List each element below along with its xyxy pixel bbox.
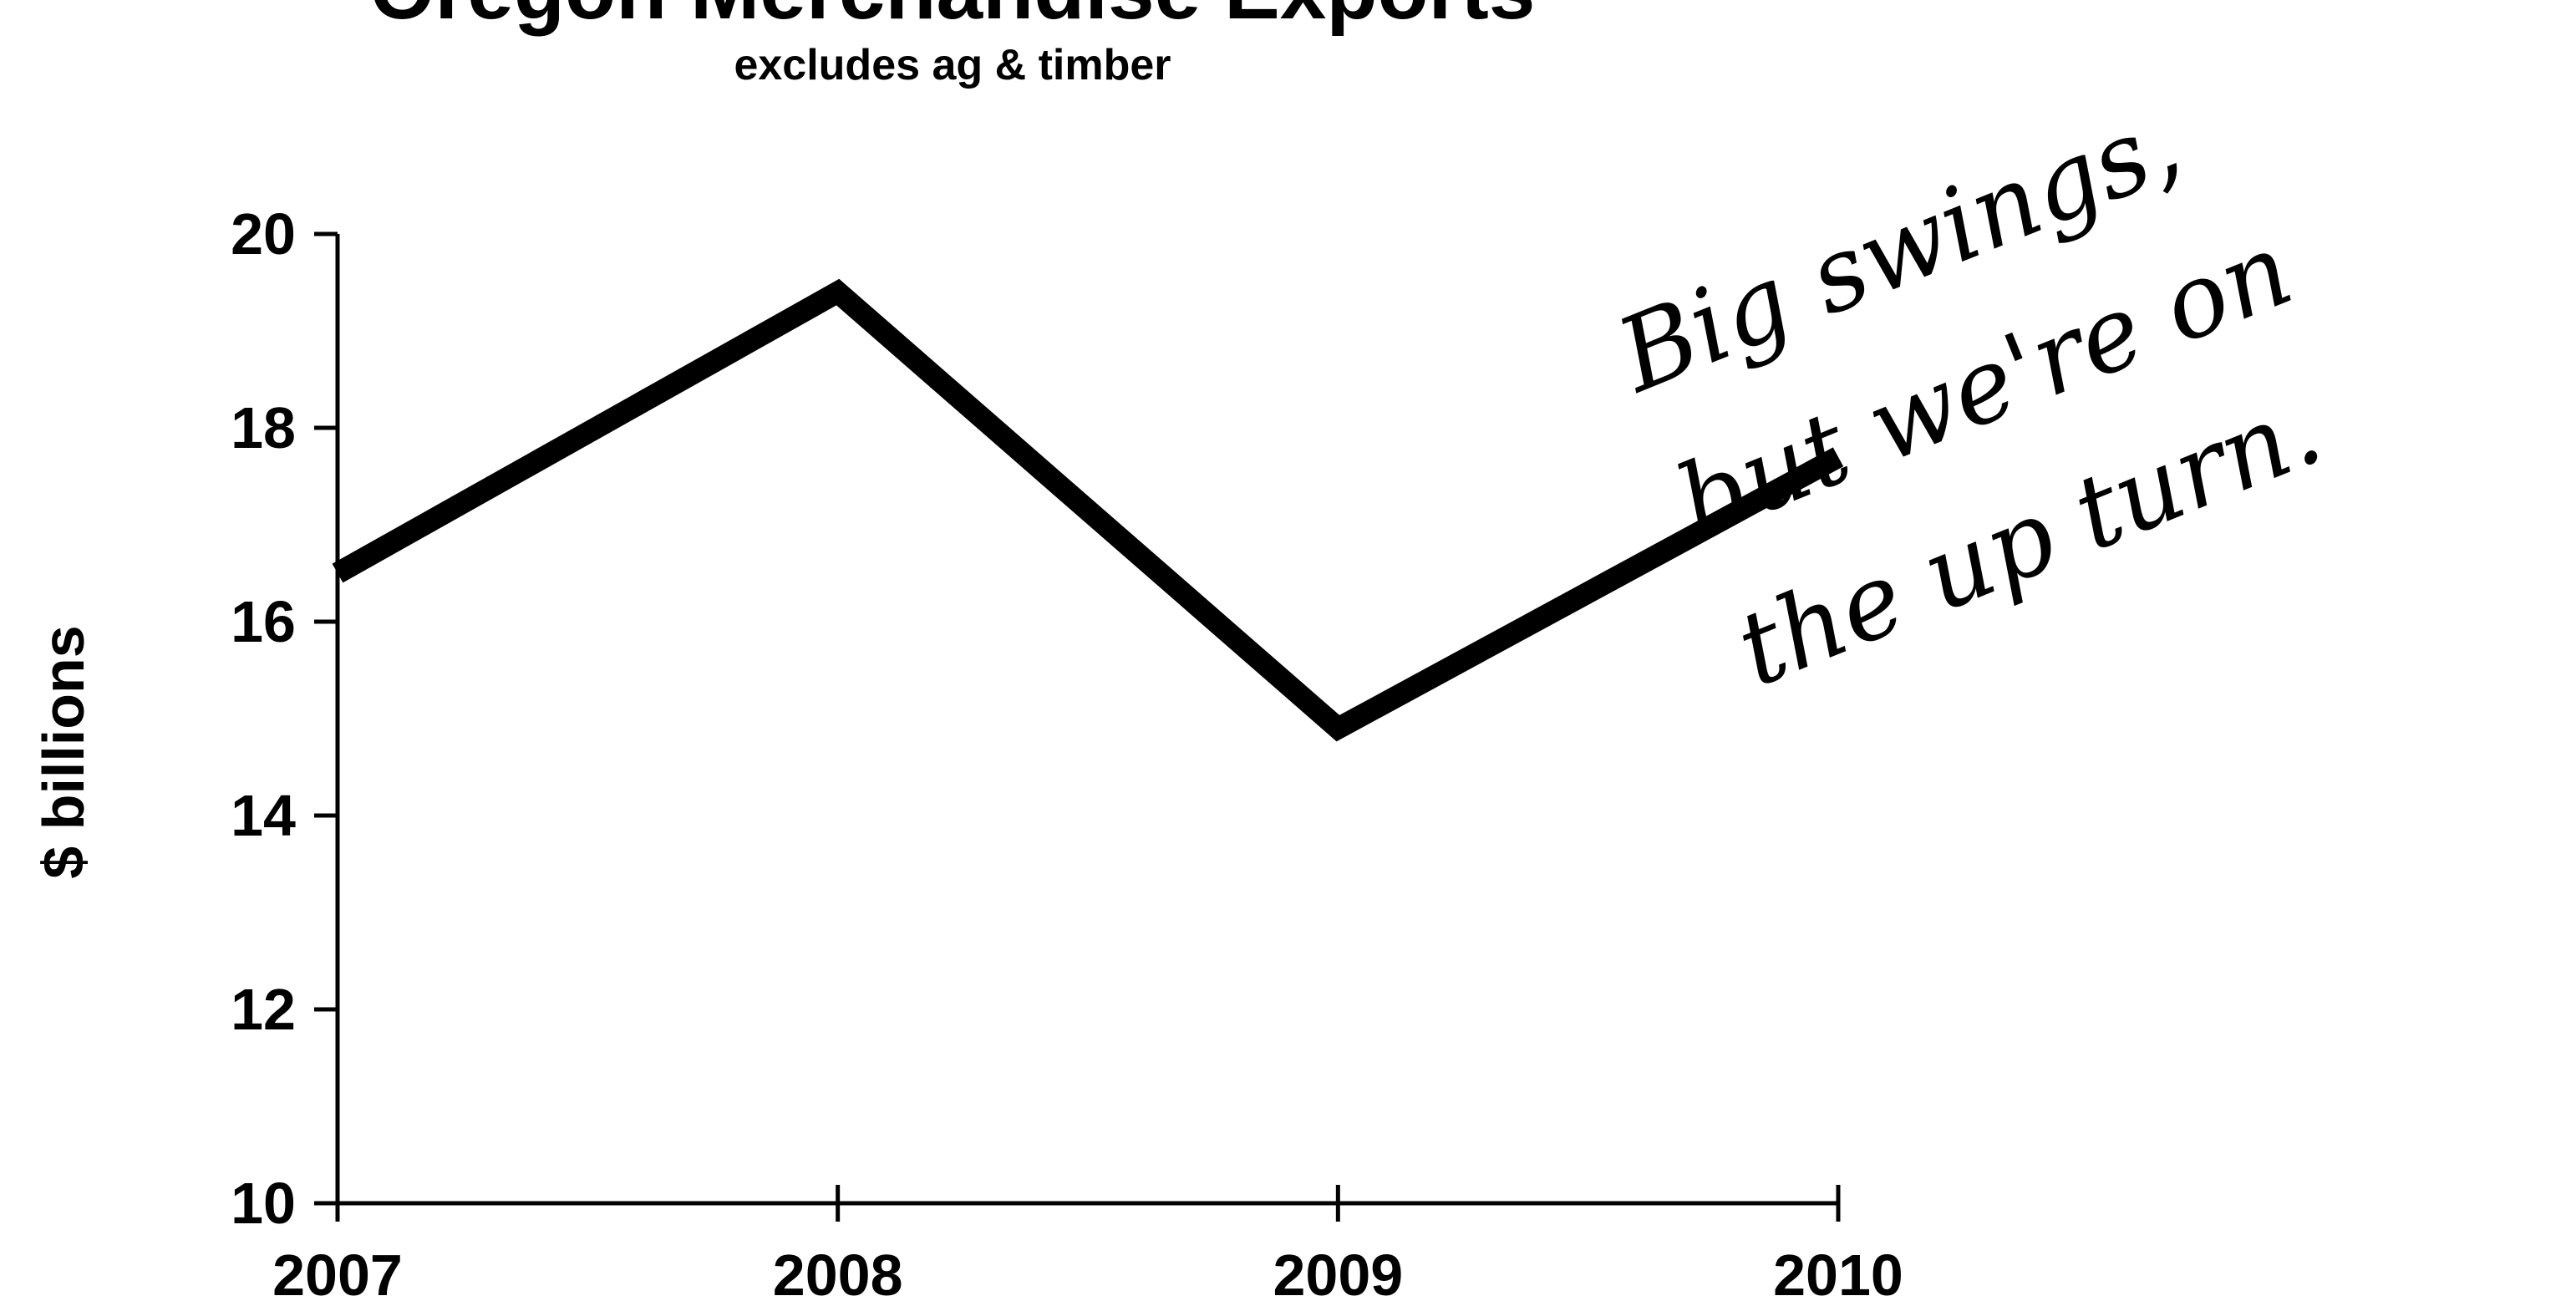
y-tick-label: 14 xyxy=(231,783,296,848)
y-tick-label: 18 xyxy=(231,395,296,460)
y-tick-label: 16 xyxy=(231,589,296,654)
y-tick-label: 20 xyxy=(231,201,296,267)
series-line xyxy=(332,278,1844,742)
chart-subtitle: excludes ag & timber xyxy=(734,41,1171,89)
x-tick-label: 2007 xyxy=(272,1243,403,1301)
y-tick-label: 12 xyxy=(231,977,296,1042)
x-tick-label: 2009 xyxy=(1273,1243,1403,1301)
y-axis-label: $ billions xyxy=(31,625,96,878)
plot-area: 10 12 14 16 18 20 2007 2008 2009 2010 xyxy=(231,201,1903,1301)
x-tick-label: 2010 xyxy=(1773,1243,1903,1301)
chart-title: Oregon Merchandise Exports xyxy=(370,0,1536,37)
y-tick-label: 10 xyxy=(231,1171,296,1236)
x-tick-label: 2008 xyxy=(773,1243,903,1301)
handwritten-annotation: Big swings, but we're on the up turn. xyxy=(1601,83,2337,709)
